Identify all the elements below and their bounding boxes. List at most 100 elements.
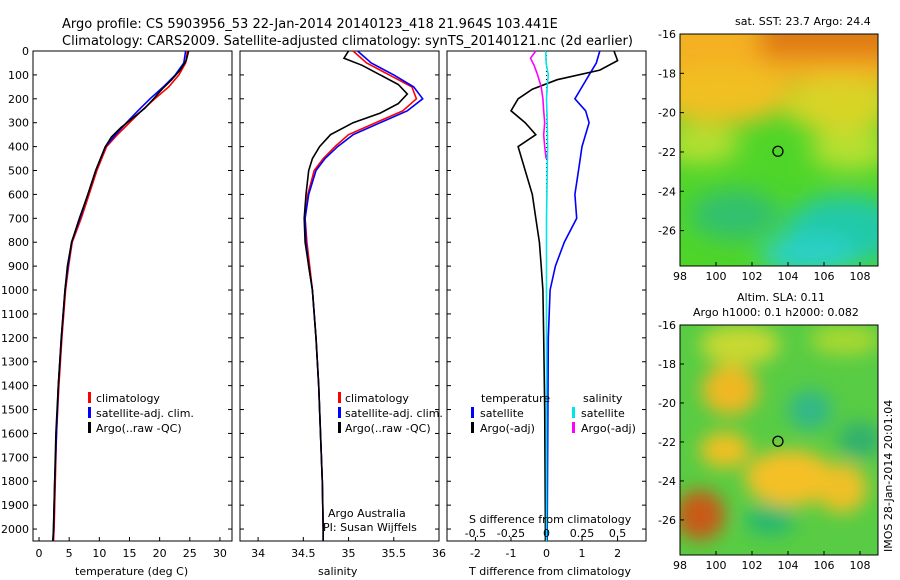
x-tick-label: 34 <box>251 547 265 560</box>
map-x-tick-label: 106 <box>814 270 835 283</box>
legend-label-climatology: climatology <box>96 392 160 405</box>
legend-title-temperature: temperature <box>481 392 550 405</box>
x-tick-label: 5 <box>66 547 73 560</box>
legend-swatch-s-satellite <box>572 407 575 418</box>
legend-label-argo: Argo(..raw -QC) <box>345 422 431 435</box>
map-y-tick-label: -16 <box>658 319 676 332</box>
sst-map: sat. SST: 23.7 Argo: 24.4 98 100 102 104 106… <box>658 15 879 283</box>
legend-swatch-satellite <box>338 407 341 418</box>
x-tick-label: 20 <box>153 547 167 560</box>
y-tick-label: 1500 <box>1 404 29 417</box>
legend-label-s-argo: Argo(-adj) <box>581 422 636 435</box>
x-tick-label: 15 <box>122 547 136 560</box>
y-tick-label: 1100 <box>1 308 29 321</box>
map-y-tick-label: -24 <box>658 185 676 198</box>
legend-swatch-climatology <box>338 392 341 403</box>
map-y-tick-label: -24 <box>658 475 676 488</box>
sla-map-title: Altim. SLA: 0.11 <box>737 291 825 304</box>
y-tick-label: 1300 <box>1 356 29 369</box>
header-line-2: Climatology: CARS2009. Satellite-adjuste… <box>62 34 633 49</box>
map-y-tick-label: -18 <box>658 67 676 80</box>
map-x-tick-label: 102 <box>742 270 763 283</box>
y-tick-label: 1900 <box>1 499 29 512</box>
map-x-tick-label: 104 <box>778 559 799 572</box>
y-tick-label: 500 <box>8 165 29 178</box>
legend-label-satellite: satellite-adj. clim. <box>345 407 443 420</box>
salinity-annotation-1: Argo Australia <box>328 507 406 520</box>
legend-title-salinity: salinity <box>583 392 623 405</box>
y-tick-label: 100 <box>8 69 29 82</box>
map-y-tick-label: -22 <box>658 436 676 449</box>
legend-swatch-s-argo <box>572 422 575 433</box>
y-tick-label: 1200 <box>1 332 29 345</box>
sla-map-frame <box>679 324 879 556</box>
legend-swatch-argo <box>88 422 91 433</box>
difference-chart: -2 -1 0 1 2 -0.5 -0.25 0 0.25 0.5 <box>447 50 646 560</box>
x-tick-label: 0 <box>543 547 550 560</box>
sla-map: Altim. SLA: 0.11 Argo h1000: 0.1 h2000: … <box>658 291 879 572</box>
s-difference-axis-label: S difference from climatology <box>469 513 632 526</box>
argo-float-marker <box>772 145 784 157</box>
map-y-tick-label: -26 <box>658 225 676 238</box>
map-y-tick-label: -18 <box>658 358 676 371</box>
salinity-annotation-2: PI: Susan Wijffels <box>323 521 417 534</box>
y-tick-label: 200 <box>8 93 29 106</box>
series-line-s-argo-adj- <box>529 50 547 159</box>
map-y-tick-label: -20 <box>658 397 676 410</box>
x-tick-label: 35.5 <box>382 547 407 560</box>
salinity-chart: 34 34.5 35 35.5 36 <box>240 50 446 560</box>
series-line-argo-raw-qc- <box>303 50 409 541</box>
map-x-tick-label: 104 <box>778 270 799 283</box>
argo-float-marker <box>772 435 784 447</box>
y-tick-label: 1600 <box>1 427 29 440</box>
map-x-tick-label: 108 <box>850 270 871 283</box>
map-y-tick-label: -16 <box>658 28 676 41</box>
salinity-legend: climatology satellite-adj. clim. Argo(..… <box>323 392 443 534</box>
s-tick-label: 0.25 <box>570 527 595 540</box>
sst-map-axes: 98 100 102 104 106 108 -16 -18 -20 -22 -24 -26 <box>658 28 870 283</box>
map-x-tick-label: 98 <box>673 559 687 572</box>
y-tick-label: 1700 <box>1 451 29 464</box>
legend-swatch-satellite <box>88 407 91 418</box>
sst-map-frame <box>679 33 879 267</box>
map-y-tick-label: -20 <box>658 107 676 120</box>
x-tick-label: -1 <box>505 547 516 560</box>
x-tick-label: 34.5 <box>291 547 316 560</box>
legend-label-climatology: climatology <box>345 392 409 405</box>
legend-label-argo: Argo(..raw -QC) <box>96 422 182 435</box>
legend-label-t-argo: Argo(-adj) <box>480 422 535 435</box>
y-tick-label: 600 <box>8 188 29 201</box>
salinity-panel-frame <box>239 50 440 542</box>
difference-legend: temperature satellite Argo(-adj) salinit… <box>469 392 636 526</box>
y-tick-label: 1800 <box>1 475 29 488</box>
legend-label-t-satellite: satellite <box>480 407 524 420</box>
x-tick-label: 30 <box>213 547 227 560</box>
series-line-s-satellite <box>545 50 550 541</box>
y-tick-label: 2000 <box>1 523 29 536</box>
temperature-axis-label: temperature (deg C) <box>75 565 188 578</box>
s-tick-label: 0.5 <box>609 527 627 540</box>
map-x-tick-label: 100 <box>706 270 727 283</box>
temperature-legend: climatology satellite-adj. clim. Argo(..… <box>88 392 194 435</box>
map-x-tick-label: 102 <box>742 559 763 572</box>
x-tick-label: 10 <box>92 547 106 560</box>
x-tick-label: 0 <box>36 547 43 560</box>
legend-swatch-t-satellite <box>471 407 474 418</box>
y-tick-label: 300 <box>8 117 29 130</box>
x-tick-label: 36 <box>432 547 446 560</box>
y-tick-label: 1000 <box>1 284 29 297</box>
y-tick-label: 0 <box>22 45 29 58</box>
s-tick-label: 0 <box>543 527 550 540</box>
map-x-tick-label: 98 <box>673 270 687 283</box>
x-tick-label: 35 <box>342 547 356 560</box>
map-y-tick-label: -22 <box>658 146 676 159</box>
series-line-argo-raw-qc- <box>52 50 190 542</box>
legend-swatch-climatology <box>88 392 91 403</box>
legend-label-satellite: satellite-adj. clim. <box>96 407 194 420</box>
y-tick-label: 900 <box>8 260 29 273</box>
x-tick-label: 1 <box>579 547 586 560</box>
y-tick-label: 1400 <box>1 380 29 393</box>
legend-label-s-satellite: satellite <box>581 407 625 420</box>
y-tick-label: 800 <box>8 236 29 249</box>
